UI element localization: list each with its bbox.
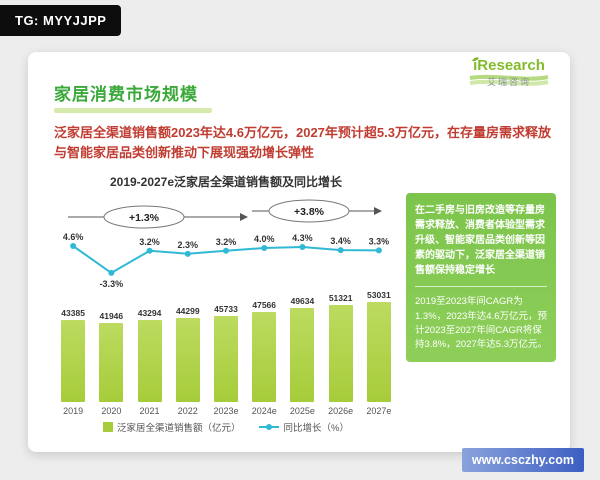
legend-item-growth: 同比增长（%） bbox=[259, 420, 349, 434]
bar-chart: 43385 2019 41946 2020 43294 2021 44299 2022 4573… bbox=[54, 288, 398, 416]
growth-point-label: 4.0% bbox=[254, 234, 275, 244]
line-dot-icon bbox=[266, 424, 272, 430]
bar-value-label: 49634 bbox=[291, 296, 315, 306]
bar-column: 41946 2020 bbox=[92, 311, 130, 416]
bar-column: 45733 2023e bbox=[207, 304, 245, 416]
growth-point bbox=[185, 251, 191, 257]
cagr-annotation-2: +3.8% bbox=[252, 200, 382, 222]
title-underline bbox=[54, 108, 212, 113]
growth-point bbox=[299, 244, 305, 250]
bar-column: 43385 2019 bbox=[54, 308, 92, 416]
iresearch-logo-cn: 艾瑞咨询 bbox=[487, 76, 531, 87]
cagr-label-2: +3.8% bbox=[294, 206, 325, 218]
x-axis-label: 2020 bbox=[101, 406, 121, 416]
side-panel-text-2: 2019至2023年间CAGR为1.3%，2023年达4.6万亿元，预计2023… bbox=[415, 295, 547, 352]
chart-section: 2019-2027e泛家居全渠道销售额及同比增长 +1.3% +3.8% 4.6… bbox=[54, 169, 556, 434]
legend-item-sales: 泛家居全渠道销售额（亿元） bbox=[103, 420, 241, 434]
growth-point-label: 3.2% bbox=[139, 237, 160, 247]
bar bbox=[138, 320, 162, 402]
bar-column: 44299 2022 bbox=[169, 306, 207, 416]
bar-value-label: 45733 bbox=[214, 304, 238, 314]
x-axis-label: 2019 bbox=[63, 406, 83, 416]
growth-point-label: 3.4% bbox=[330, 236, 351, 246]
chart-title: 2019-2027e泛家居全渠道销售额及同比增长 bbox=[54, 173, 398, 190]
growth-point-label: 4.3% bbox=[292, 233, 313, 243]
growth-line-chart: 4.6% -3.3% 3.2% 2.3% 3.2% 4.0% 4.3% 3.4% 3.3% bbox=[54, 230, 398, 286]
bar bbox=[176, 318, 200, 402]
x-axis-label: 2023e bbox=[213, 406, 238, 416]
growth-point-label: 3.3% bbox=[369, 237, 390, 247]
growth-point-label: 4.6% bbox=[63, 232, 84, 242]
cagr-annotations: +1.3% +3.8% bbox=[54, 196, 398, 230]
bar-value-label: 47566 bbox=[252, 300, 276, 310]
cagr-label-1: +1.3% bbox=[129, 212, 160, 224]
bar bbox=[329, 305, 353, 402]
x-axis-label: 2021 bbox=[140, 406, 160, 416]
bar-column: 49634 2025e bbox=[283, 296, 321, 416]
bar-value-label: 53031 bbox=[367, 290, 391, 300]
watermark: www.csczhy.com bbox=[462, 448, 584, 472]
growth-point bbox=[261, 245, 267, 251]
growth-point bbox=[147, 248, 153, 254]
telegram-badge: TG: MYYJJPP bbox=[0, 5, 121, 36]
bar-column: 43294 2021 bbox=[130, 308, 168, 416]
growth-point bbox=[223, 248, 229, 254]
bar bbox=[252, 312, 276, 402]
report-card: iResearch 艾瑞咨询 家居消费市场规模 泛家居全渠道销售额2023年达4… bbox=[28, 52, 570, 452]
side-panel-divider bbox=[415, 286, 547, 287]
line-legend-swatch bbox=[259, 426, 279, 428]
bar bbox=[61, 320, 85, 402]
bar-value-label: 43385 bbox=[61, 308, 85, 318]
x-axis-label: 2026e bbox=[328, 406, 353, 416]
summary-text: 泛家居全渠道销售额2023年达4.6万亿元，2027年预计超5.3万亿元，在存量… bbox=[54, 123, 556, 163]
bar-column: 53031 2027e bbox=[360, 290, 398, 416]
growth-point-label: 2.3% bbox=[178, 240, 199, 250]
bar-value-label: 51321 bbox=[329, 293, 353, 303]
x-axis-label: 2025e bbox=[290, 406, 315, 416]
bar-value-label: 44299 bbox=[176, 306, 200, 316]
growth-point bbox=[70, 243, 76, 249]
chart-legend: 泛家居全渠道销售额（亿元） 同比增长（%） bbox=[54, 420, 398, 434]
arrow-head-icon bbox=[374, 207, 382, 215]
chart: 2019-2027e泛家居全渠道销售额及同比增长 +1.3% +3.8% 4.6… bbox=[54, 169, 398, 434]
bar-legend-swatch bbox=[103, 422, 113, 432]
bar bbox=[367, 302, 391, 402]
bar-column: 51321 2026e bbox=[322, 293, 360, 416]
side-panel-text-1: 在二手房与旧房改造等存量房需求释放、消费者体验型需求升级、智能家居品类创新等因素… bbox=[415, 203, 547, 278]
bar-column: 47566 2024e bbox=[245, 300, 283, 416]
legend-label-growth: 同比增长（%） bbox=[284, 420, 349, 434]
cagr-annotation-1: +1.3% bbox=[68, 206, 248, 228]
arrow-head-icon bbox=[240, 213, 248, 221]
bar bbox=[99, 323, 123, 402]
x-axis-label: 2027e bbox=[366, 406, 391, 416]
side-panel: 在二手房与旧房改造等存量房需求释放、消费者体验型需求升级、智能家居品类创新等因素… bbox=[406, 193, 556, 362]
legend-label-sales: 泛家居全渠道销售额（亿元） bbox=[117, 420, 241, 434]
growth-point bbox=[376, 248, 382, 254]
growth-point bbox=[338, 247, 344, 253]
growth-point-label: 3.2% bbox=[216, 237, 237, 247]
bar-value-label: 43294 bbox=[138, 308, 162, 318]
iresearch-logo: iResearch 艾瑞咨询 bbox=[460, 56, 556, 92]
bar bbox=[290, 308, 314, 402]
bar bbox=[214, 316, 238, 402]
x-axis-label: 2022 bbox=[178, 406, 198, 416]
growth-point bbox=[108, 270, 114, 276]
bar-value-label: 41946 bbox=[100, 311, 124, 321]
x-axis-label: 2024e bbox=[252, 406, 277, 416]
growth-point-label: -3.3% bbox=[100, 279, 124, 289]
iresearch-logo-text: iResearch bbox=[473, 57, 545, 74]
